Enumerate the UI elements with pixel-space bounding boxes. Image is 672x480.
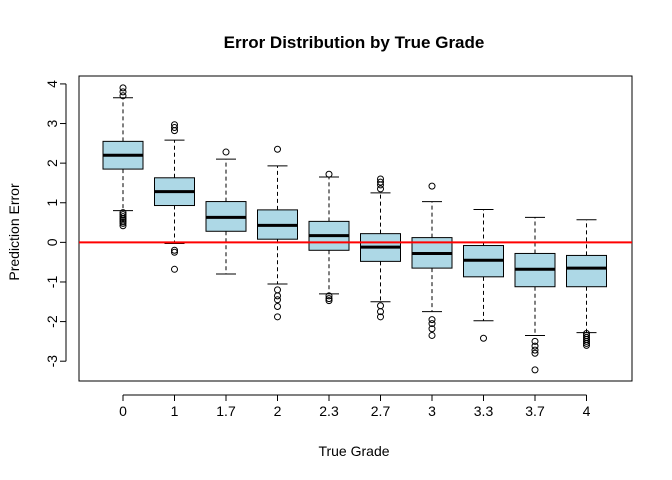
outlier-point <box>119 213 127 221</box>
outlier-point <box>119 88 127 96</box>
outlier-point <box>119 209 127 217</box>
outlier-point <box>325 297 333 305</box>
outlier-point <box>274 296 281 304</box>
x-tick-label: 2.3 <box>319 403 339 419</box>
outlier-point <box>274 303 281 311</box>
outlier-point <box>171 265 178 273</box>
outlier-point <box>531 337 539 345</box>
outlier-point <box>274 292 281 300</box>
y-tick-label: -3 <box>44 355 60 368</box>
outlier-point <box>325 292 333 300</box>
x-tick-label: 3.7 <box>525 403 545 419</box>
outlier-point <box>428 316 436 324</box>
x-tick-label: 4 <box>583 403 591 419</box>
outlier-point <box>119 211 127 219</box>
plot-area: -3 -2 -1 0 1 2 3 4 0 1 1.7 2 2.3 2.7 3 3.3 3.7 4 <box>44 75 633 419</box>
outlier-point <box>274 313 281 321</box>
outlier-point <box>531 342 539 350</box>
x-tick-label: 1 <box>171 403 179 419</box>
chart-title: Error Distribution by True Grade <box>224 33 485 52</box>
y-tick-label: 3 <box>44 119 60 127</box>
outlier-point <box>377 313 384 321</box>
y-tick-label: 2 <box>44 159 60 167</box>
outlier-point <box>274 286 281 294</box>
y-tick-label: -2 <box>44 315 60 328</box>
outlier-point <box>531 346 539 354</box>
outlier-point <box>583 341 590 349</box>
outlier-point <box>377 175 384 183</box>
outlier-point <box>531 349 539 357</box>
outlier-point <box>377 178 384 186</box>
y-axis-label: Prediction Error <box>6 183 22 281</box>
y-tick-label: -1 <box>44 276 60 289</box>
outlier-point <box>428 320 436 328</box>
x-tick-label: 3.3 <box>474 403 494 419</box>
outlier-point <box>428 182 436 190</box>
x-tick-label: 2.7 <box>371 403 391 419</box>
outlier-point <box>325 170 333 178</box>
x-tick-label: 2 <box>274 403 282 419</box>
x-tick-label: 3 <box>428 403 436 419</box>
outlier-point <box>583 337 590 345</box>
x-axis-label: True Grade <box>318 443 389 459</box>
y-tick-label: 4 <box>44 80 60 88</box>
outlier-point <box>171 123 178 131</box>
outlier-point <box>583 339 590 347</box>
outlier-point <box>171 248 178 256</box>
outlier-point <box>119 84 127 92</box>
outlier-point <box>428 331 436 339</box>
box-iqr <box>566 254 607 288</box>
outlier-point <box>171 246 178 254</box>
y-tick-label: 1 <box>44 199 60 207</box>
x-tick-label: 1.7 <box>216 403 236 419</box>
outlier-point <box>480 334 487 342</box>
outlier-point <box>274 145 281 153</box>
outlier-point <box>377 185 384 193</box>
outlier-point <box>325 295 333 303</box>
outlier-point <box>222 148 230 156</box>
outlier-point <box>377 302 384 310</box>
outlier-point <box>428 325 436 333</box>
y-tick-label: 0 <box>44 238 60 246</box>
outlier-point <box>171 121 178 129</box>
outlier-point <box>119 92 127 100</box>
outlier-point <box>377 308 384 316</box>
outlier-point <box>531 366 539 374</box>
plot-frame <box>78 75 633 382</box>
x-tick-label: 0 <box>119 403 127 419</box>
